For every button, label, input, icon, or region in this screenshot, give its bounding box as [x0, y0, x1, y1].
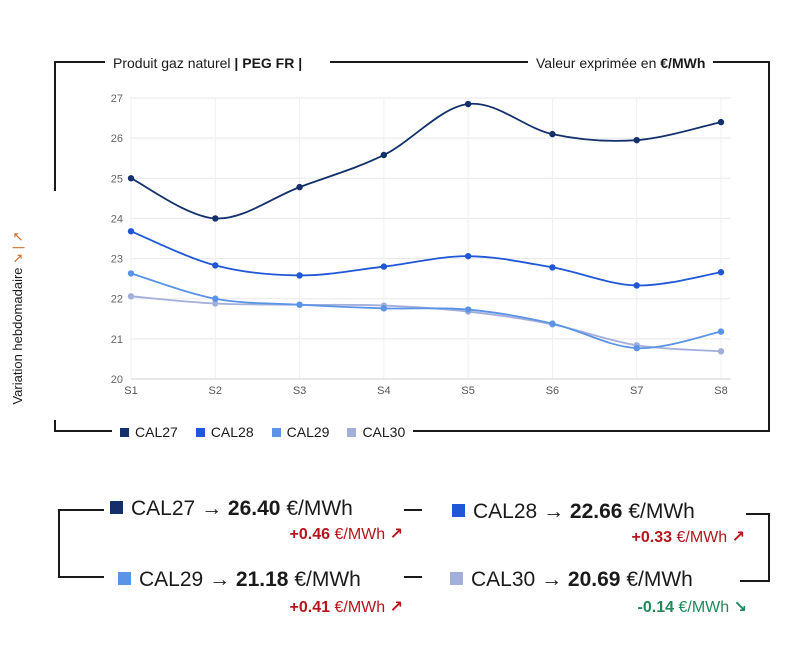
x-tick-label: S7 — [630, 385, 643, 397]
cal27-swatch — [110, 501, 123, 514]
delta-cal29: +0.41 €/MWh ↗ — [289, 599, 403, 616]
line-chart: 20 21 22 23 24 25 26 27 S1 S2 S3 S4 S5 S6 S7 S8 — [111, 93, 731, 397]
x-tick-label: S1 — [124, 385, 137, 397]
data-point-cal27 — [633, 136, 640, 144]
y-tick-label: 24 — [111, 213, 123, 225]
trend-up-icon: ↗ — [389, 526, 403, 543]
series-line-cal28 — [130, 230, 722, 287]
cal30-swatch — [450, 572, 463, 585]
series-line-cal30 — [130, 295, 722, 353]
legend-item-cal29: CAL29 — [271, 424, 330, 440]
data-point-cal28 — [127, 228, 135, 235]
y-tick-label: 22 — [111, 294, 123, 306]
frame-right — [768, 61, 770, 432]
y-tick-label: 20 — [111, 374, 123, 386]
data-point-cal27 — [464, 100, 472, 108]
data-point-cal29 — [212, 295, 219, 302]
summary-cal30: CAL30 → 20.69 €/MWh — [450, 568, 693, 592]
summary-bracket-left — [58, 509, 60, 578]
cal29-swatch — [118, 572, 131, 585]
legend-swatch — [271, 427, 281, 437]
summary-cal28: CAL28 → 22.66 €/MWh — [452, 500, 695, 524]
trend-down-icon: ↘ — [733, 599, 747, 616]
data-point-cal29 — [717, 328, 725, 335]
data-point-cal29 — [380, 305, 388, 312]
x-tick-label: S2 — [209, 385, 222, 397]
x-tick-label: S3 — [293, 385, 306, 397]
series-line-cal29 — [130, 272, 722, 349]
data-point-cal28 — [549, 264, 556, 271]
legend-label: CAL27 — [135, 424, 178, 440]
summary-cal27: CAL27 → 26.40 €/MWh — [110, 497, 353, 521]
data-point-cal30 — [212, 300, 219, 307]
data-point-cal30 — [717, 348, 725, 355]
legend-swatch — [120, 427, 129, 437]
y-tick-label: 26 — [111, 133, 123, 145]
summary-cal29: CAL29 → 21.18 €/MWh — [118, 568, 361, 592]
data-point-cal28 — [380, 263, 388, 270]
summary-bracket-right — [768, 513, 770, 582]
data-point-cal27 — [717, 118, 725, 126]
frame-top-left — [54, 61, 114, 63]
data-point-cal27 — [212, 215, 219, 222]
frame-left-top — [54, 61, 56, 191]
x-tick-label: S6 — [546, 385, 559, 397]
y-tick-label: 23 — [111, 254, 123, 266]
legend-swatch — [347, 427, 357, 437]
unit-caption: Valeur exprimée en €/MWh — [528, 55, 714, 71]
trend-up-icon: ↗ — [389, 599, 403, 616]
data-point-cal30 — [127, 293, 135, 300]
series-line-cal27 — [130, 102, 722, 220]
legend-swatch — [195, 427, 205, 437]
data-point-cal27 — [380, 151, 388, 159]
x-tick-label: S8 — [714, 385, 727, 397]
cal28-swatch — [452, 504, 465, 517]
x-tick-label: S4 — [377, 385, 390, 397]
summary-bracket-right-top — [746, 513, 770, 515]
y-tick-label: 25 — [111, 173, 123, 185]
data-point-cal28 — [633, 282, 640, 289]
chart-legend: CAL27 CAL28 CAL29 CAL30 — [112, 424, 414, 440]
data-point-cal29 — [296, 301, 303, 308]
data-point-cal27 — [127, 175, 135, 182]
legend-label: CAL28 — [210, 424, 254, 440]
summary-sep-top — [404, 509, 422, 511]
legend-label: CAL29 — [286, 424, 330, 440]
frame-left-bottom — [54, 420, 56, 432]
legend-label: CAL30 — [362, 424, 406, 440]
data-point-cal29 — [633, 344, 640, 352]
data-point-cal28 — [212, 262, 219, 269]
legend-item-cal27: CAL27 — [120, 424, 178, 440]
summary-bracket-right-bottom — [740, 580, 770, 582]
legend-item-cal30: CAL30 — [347, 424, 405, 440]
x-tick-label: S5 — [461, 385, 474, 397]
data-point-cal29 — [549, 320, 556, 327]
summary-sep-bottom — [404, 576, 422, 578]
data-point-cal28 — [296, 272, 303, 279]
summary-bracket-left-top — [58, 509, 104, 511]
summary-bracket-left-bottom — [58, 576, 104, 578]
delta-cal28: +0.33 €/MWh ↗ — [631, 529, 745, 546]
data-point-cal27 — [549, 130, 556, 138]
y-tick-label: 21 — [111, 334, 123, 346]
data-point-cal29 — [127, 270, 135, 277]
data-point-cal28 — [717, 269, 725, 276]
delta-cal30: -0.14 €/MWh ↘ — [637, 599, 747, 616]
trend-up-icon: ↗ — [731, 529, 745, 546]
product-title: Produit gaz naturel | PEG FR | — [105, 55, 311, 71]
data-point-cal28 — [464, 252, 472, 260]
legend-item-cal28: CAL28 — [195, 424, 254, 440]
y-tick-label: 27 — [111, 93, 123, 105]
data-point-cal29 — [464, 306, 472, 313]
data-point-cal27 — [296, 183, 303, 191]
delta-cal27: +0.46 €/MWh ↗ — [289, 526, 403, 543]
